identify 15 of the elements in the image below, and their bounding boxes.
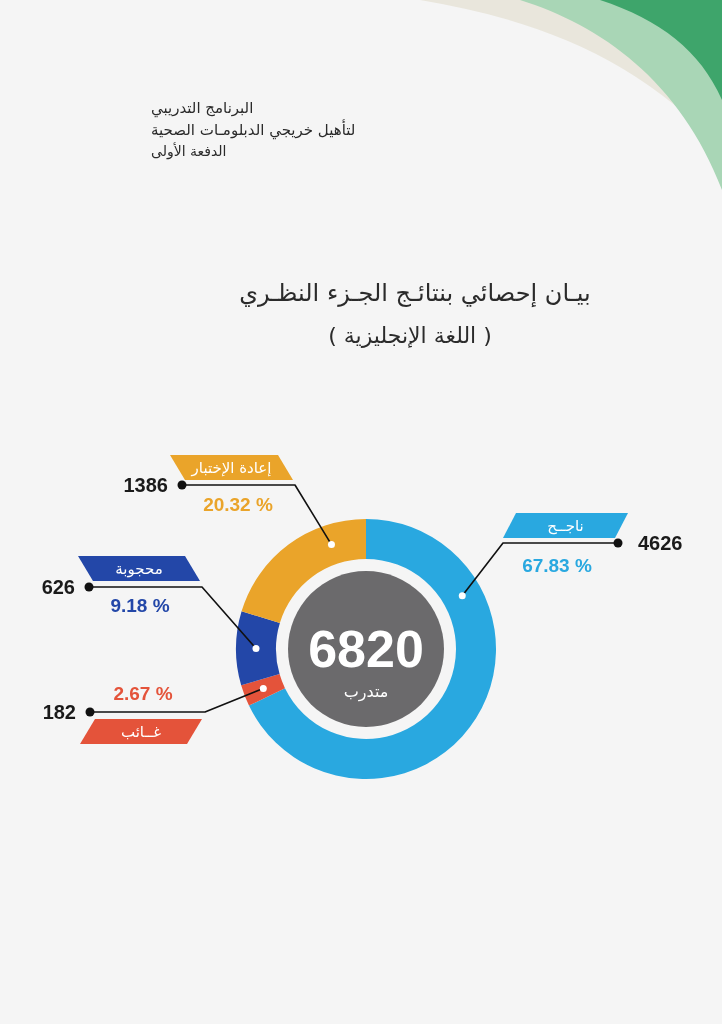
data-label: 626	[41, 576, 75, 598]
slice-label: ناجــح	[547, 517, 584, 535]
slice-label: إعادة الإختبار	[190, 459, 272, 477]
text: البرنامج التدريبي	[151, 99, 254, 118]
data-label: 182	[42, 701, 76, 723]
chart-title: بيـان إحصائي بنتائـج الجـزء النظـري	[239, 279, 591, 308]
chart-subtitle: ( اللغة الإنجليزية )	[328, 323, 492, 348]
text: متدرب	[343, 682, 389, 702]
text: 6820	[308, 620, 424, 678]
data-label: 4626	[638, 532, 683, 554]
slice-label: محجوبة	[115, 560, 163, 578]
data-label: 1386	[123, 474, 168, 496]
text: الدفعة الأولى	[151, 142, 227, 160]
text: لتأهيل خريجي الدبلومـات الصحية	[151, 119, 356, 140]
slice-label: غــائب	[120, 723, 162, 741]
